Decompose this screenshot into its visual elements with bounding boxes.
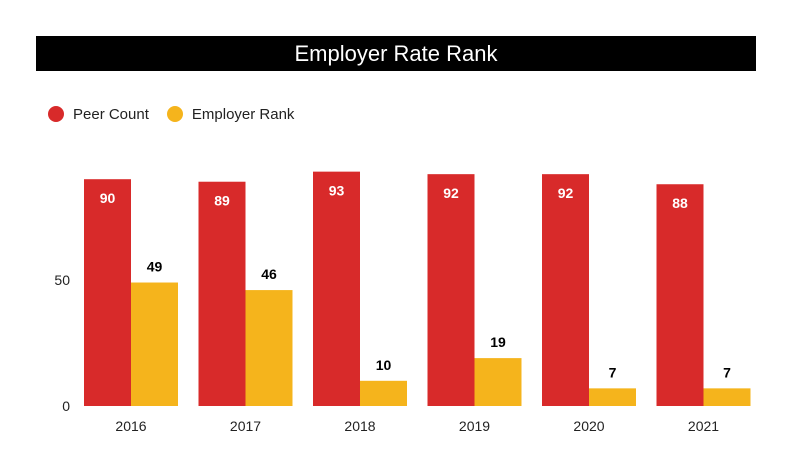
x-tick-label-2017: 2017: [230, 418, 261, 434]
legend-item-peer-count: Peer Count: [48, 106, 149, 123]
data-label-peer-count-2018: 93: [329, 183, 345, 199]
y-tick-label-50: 50: [54, 272, 70, 288]
data-label-employer-rank-2016: 49: [147, 259, 163, 275]
bar-employer-rank-2016: [131, 282, 178, 406]
bar-peer-count-2020: [542, 174, 589, 406]
bar-employer-rank-2018: [360, 380, 407, 406]
legend-swatch-peer-count: [48, 106, 64, 122]
data-label-peer-count-2016: 90: [100, 190, 116, 206]
legend: Peer Count Employer Rank: [48, 104, 312, 124]
bar-employer-rank-2020: [589, 388, 636, 406]
bar-employer-rank-2021: [703, 388, 751, 406]
x-tick-label-2019: 2019: [459, 418, 490, 434]
data-label-peer-count-2019: 92: [443, 185, 459, 201]
data-label-peer-count-2017: 89: [214, 193, 230, 209]
data-label-employer-rank-2019: 19: [490, 334, 506, 350]
legend-item-employer-rank: Employer Rank: [166, 105, 295, 123]
bar-employer-rank-2017: [245, 290, 293, 406]
data-label-employer-rank-2020: 7: [609, 364, 617, 380]
x-tick-label-2016: 2016: [115, 418, 146, 434]
legend-swatch-employer-rank: [166, 106, 183, 122]
x-tick-label-2020: 2020: [573, 418, 604, 434]
x-tick-label-2018: 2018: [344, 418, 375, 434]
x-tick-label-2021: 2021: [688, 418, 719, 434]
y-tick-label-0: 0: [62, 398, 70, 414]
bar-peer-count-2021: [656, 184, 704, 406]
data-label-employer-rank-2018: 10: [376, 357, 392, 373]
legend-label-peer-count: Peer Count: [73, 105, 149, 123]
data-label-peer-count-2021: 88: [672, 195, 688, 211]
legend-label-employer-rank: Employer Rank: [191, 105, 295, 123]
bar-peer-count-2019: [427, 174, 475, 406]
bar-employer-rank-2019: [474, 358, 522, 406]
data-label-employer-rank-2017: 46: [261, 266, 277, 282]
data-label-peer-count-2020: 92: [558, 185, 574, 201]
bar-peer-count-2016: [84, 179, 131, 406]
bar-peer-count-2017: [198, 181, 246, 406]
chart-title: Employer Rate Rank: [36, 36, 756, 71]
data-label-employer-rank-2021: 7: [723, 364, 731, 380]
bar-peer-count-2018: [313, 171, 360, 406]
